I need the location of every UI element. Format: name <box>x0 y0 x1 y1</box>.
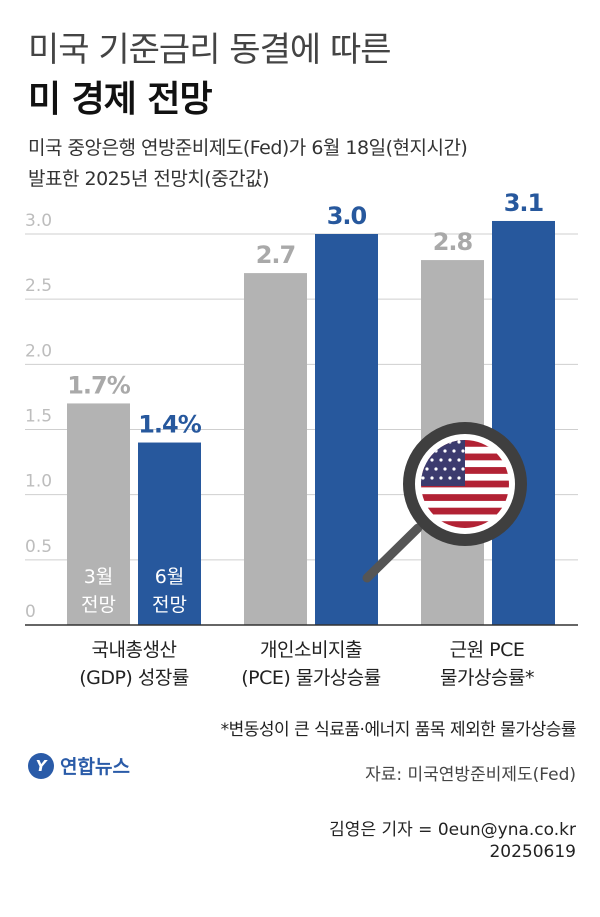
series-legend-label: 전망 <box>81 594 116 616</box>
y-tick-label: 1.5 <box>25 407 52 427</box>
bar-june <box>138 442 201 625</box>
category-label-gdp: 국내총생산 (GDP) 성장률 <box>49 636 219 692</box>
description-line-2: 발표한 2025년 전망치(중간값) <box>28 168 270 190</box>
data-label: 1.7% <box>67 371 131 399</box>
logo-text: 연합뉴스 <box>60 756 130 778</box>
category-label-pce: 개인소비지출 (PCE) 물가상승률 <box>226 636 396 692</box>
y-tick-label: 2.0 <box>25 341 52 361</box>
bar-june <box>315 234 378 625</box>
bar-march <box>67 403 130 625</box>
data-label: 3.1 <box>504 189 544 217</box>
subtitle: 미 경제 전망 <box>28 79 213 120</box>
data-label: 2.7 <box>256 241 296 269</box>
y-tick-label: 3.0 <box>25 211 52 231</box>
category-line: 근원 PCE <box>449 639 525 661</box>
bar-march <box>244 273 307 625</box>
data-label: 2.8 <box>433 228 473 256</box>
title: 미국 기준금리 동결에 따른 <box>28 30 392 70</box>
date: 20250619 <box>489 842 576 862</box>
category-line: 개인소비지출 <box>260 639 362 661</box>
byline: 김영은 기자 = 0eun@yna.co.kr <box>329 820 576 840</box>
y-tick-label: 1.0 <box>25 472 52 492</box>
category-line: (PCE) 물가상승률 <box>241 667 381 689</box>
y-tick-label: 2.5 <box>25 276 52 296</box>
magnifier-us-flag-icon <box>362 422 527 583</box>
description-line-1: 미국 중앙은행 연방준비제도(Fed)가 6월 18일(현지시간) <box>28 137 468 159</box>
series-legend-label: 전망 <box>152 594 187 616</box>
logo: Y 연합뉴스 <box>28 752 130 779</box>
category-line: (GDP) 성장률 <box>79 667 189 689</box>
category-line: 국내총생산 <box>91 639 177 661</box>
source: 자료: 미국연방준비제도(Fed) <box>365 765 576 785</box>
y-tick-label: 0 <box>25 602 36 622</box>
data-label: 1.4% <box>138 411 202 439</box>
category-label-core-pce: 근원 PCE 물가상승률* <box>402 636 572 692</box>
series-legend-label: 3월 <box>84 566 114 588</box>
bar-june <box>492 220 555 625</box>
logo-mark-icon: Y <box>28 752 54 779</box>
category-line: 물가상승률* <box>440 667 534 689</box>
data-label: 3.0 <box>327 202 367 230</box>
series-legend-label: 6월 <box>155 566 185 588</box>
footnote: *변동성이 큰 식료품·에너지 품목 제외한 물가상승률 <box>220 720 577 740</box>
y-tick-label: 0.5 <box>25 537 52 557</box>
